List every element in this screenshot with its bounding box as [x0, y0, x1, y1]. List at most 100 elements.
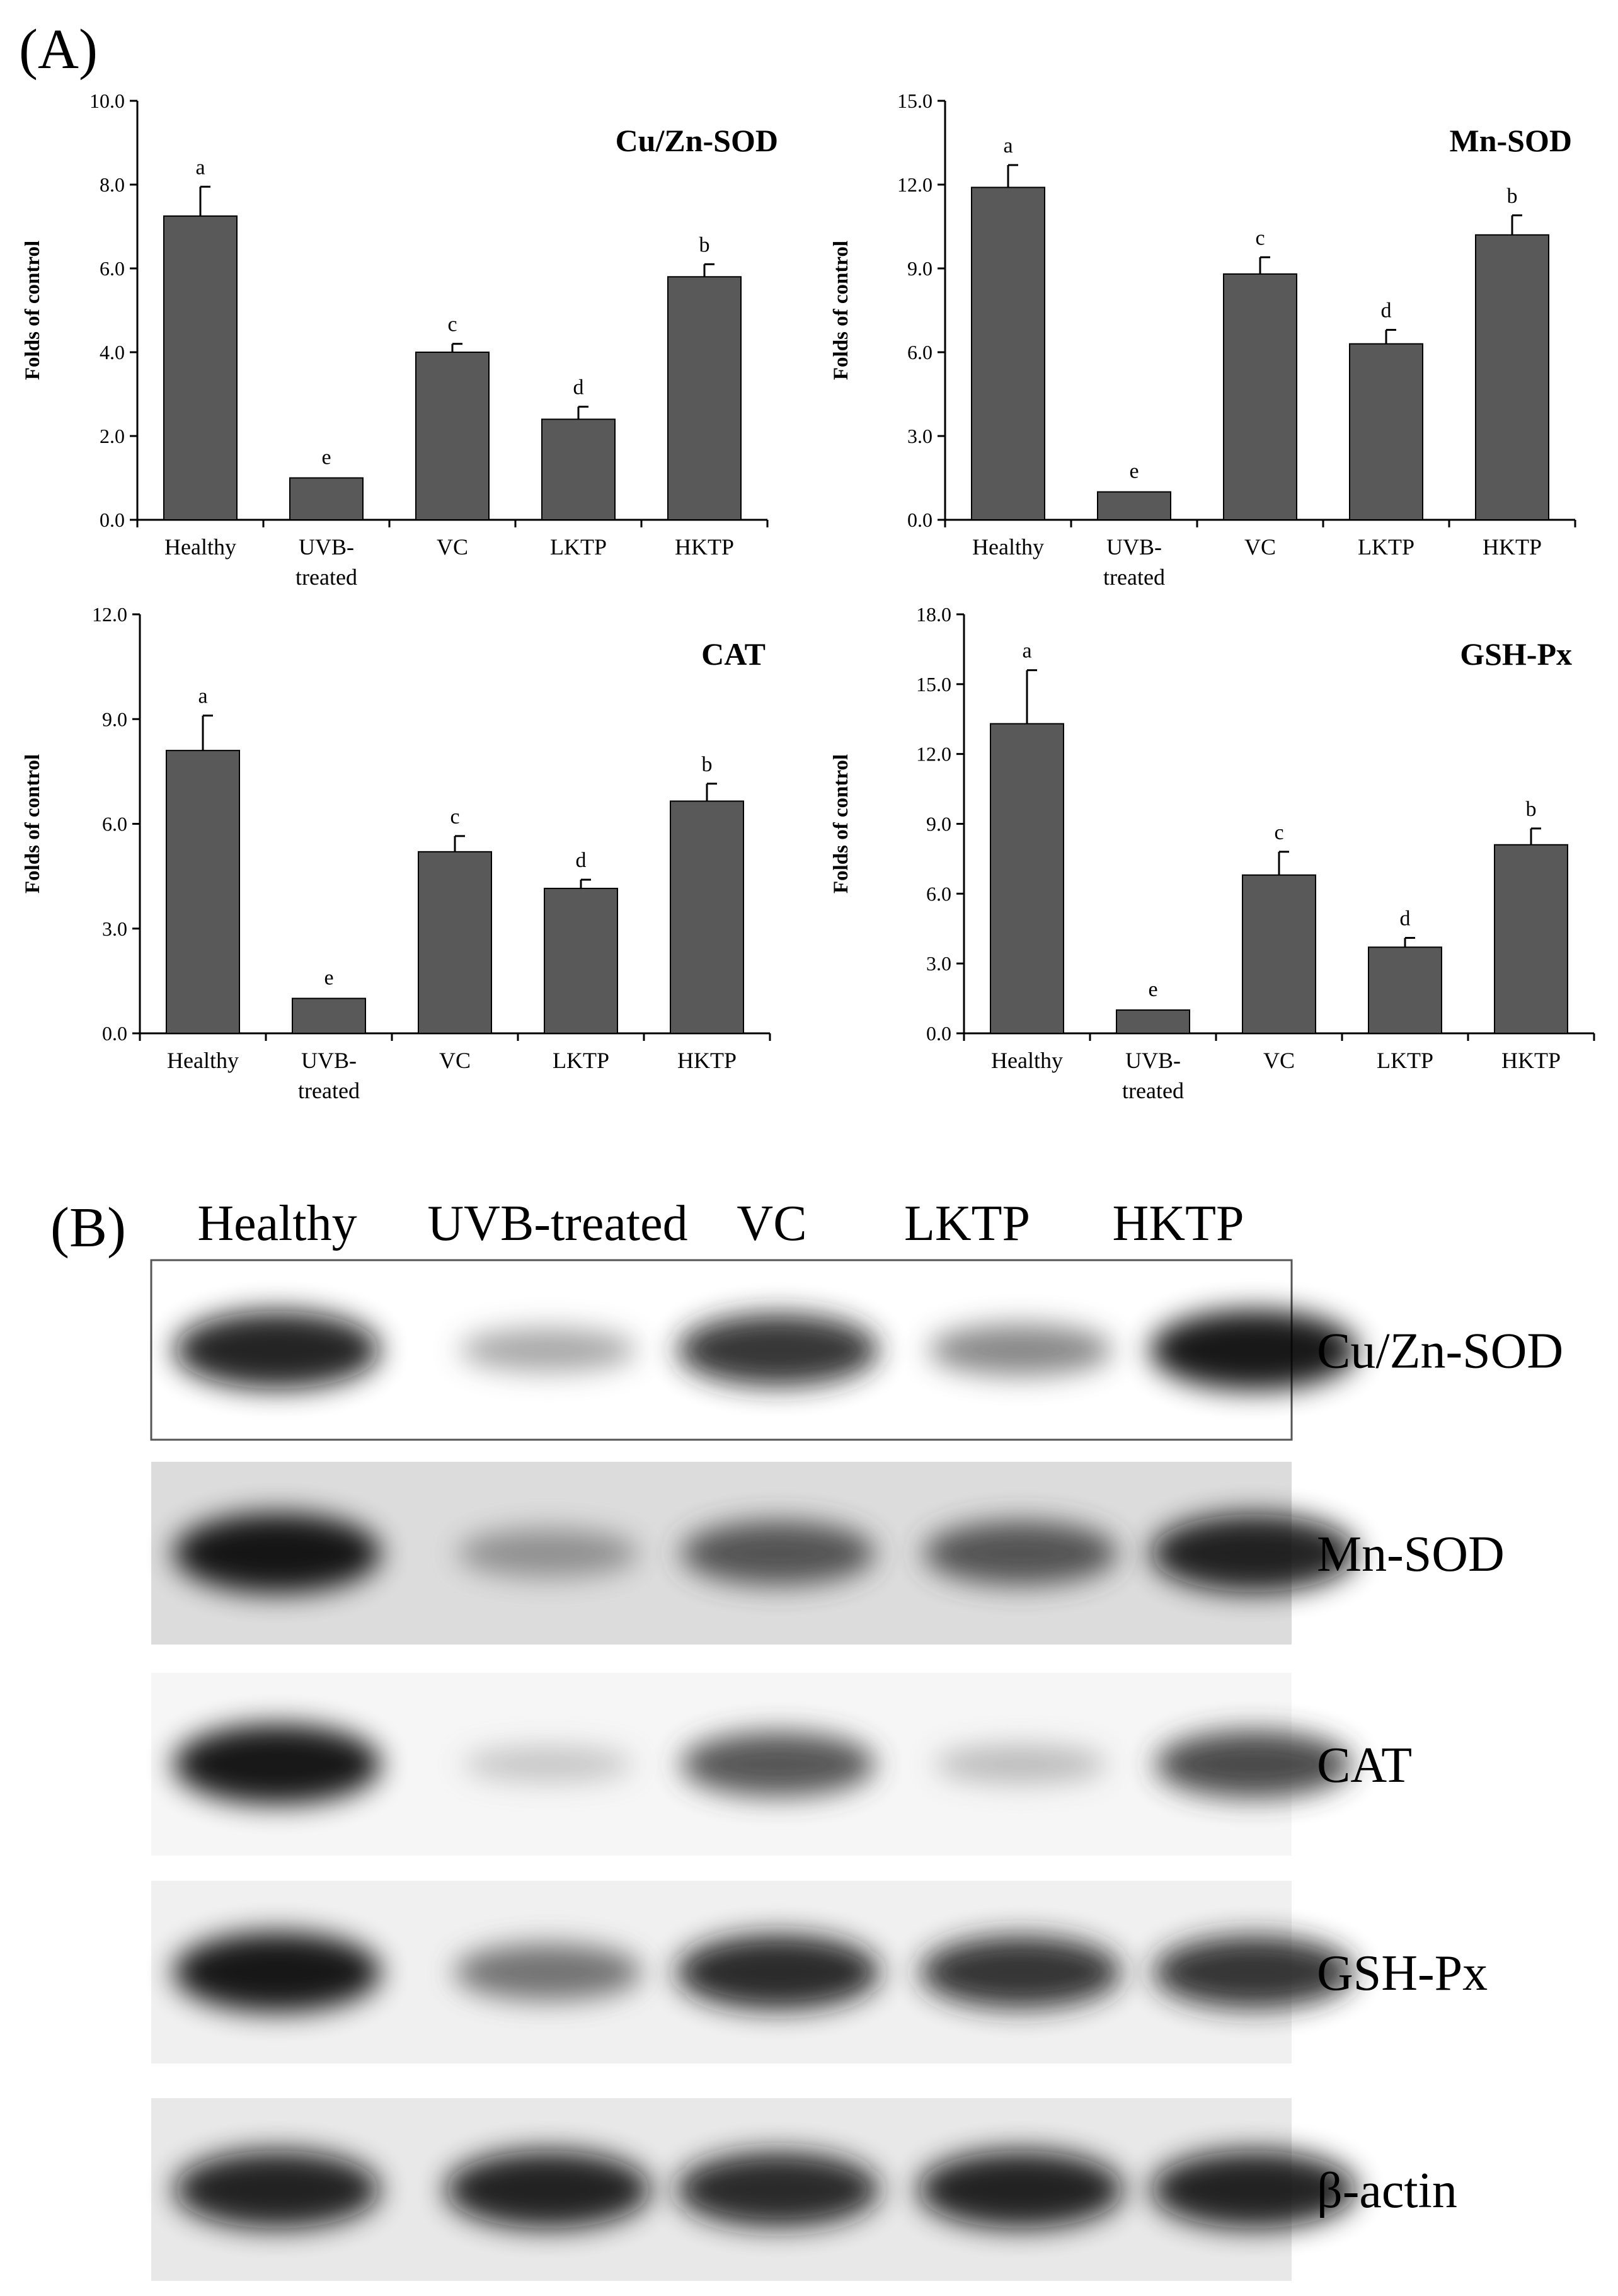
x-category-label: LKTP [1358, 534, 1414, 560]
lane-label-lktp: LKTP [904, 1196, 1030, 1251]
y-tick-label: 6.0 [100, 257, 125, 280]
significance-label: a [1022, 640, 1031, 663]
bar-healthy [163, 215, 238, 520]
band-uvb-treated [445, 2150, 651, 2229]
x-category-label: VC [1244, 534, 1276, 560]
band-uvb-treated [457, 1529, 639, 1578]
significance-label: e [321, 446, 331, 469]
chart-title: Cu/Zn-SOD [616, 123, 778, 158]
bar-healthy [990, 723, 1064, 1035]
lane-label-hktp: HKTP [1113, 1196, 1244, 1251]
significance-label: c [1255, 226, 1265, 250]
blot-row-mn-sod: Mn-SOD [151, 1462, 1505, 1645]
significance-label: b [702, 753, 713, 776]
bar-uvb-treated [1116, 1009, 1190, 1034]
bar-hktp [1475, 234, 1549, 520]
blot-row-cat: CAT [151, 1673, 1412, 1856]
significance-label: a [195, 156, 205, 179]
band-vc [680, 1520, 876, 1586]
significance-label: b [699, 233, 710, 256]
bar-vc [415, 352, 490, 520]
x-category-label: HKTP [677, 1048, 737, 1073]
lane-label-uvb-treated: UVB-treated [427, 1196, 687, 1251]
y-tick-label: 12.0 [92, 603, 127, 626]
x-category-label: HKTP [675, 534, 734, 560]
significance-label: d [1400, 907, 1411, 931]
western-blot: Healthy UVB-treated VC LKTP HKTP Cu/Zn-SOD Mn-… [150, 1196, 1563, 2281]
bar-vc [1242, 874, 1316, 1035]
lane-label-healthy: Healthy [197, 1196, 357, 1251]
y-axis-label: Folds of control [830, 754, 852, 893]
significance-label: b [1526, 798, 1537, 821]
band-hktp [1150, 1309, 1358, 1391]
band-vc [680, 1731, 876, 1797]
x-category-label: VC [1263, 1048, 1295, 1073]
y-tick-label: 9.0 [926, 813, 951, 835]
significance-label: e [1129, 460, 1139, 483]
band-healthy [174, 2150, 381, 2229]
bar-vc [1223, 273, 1297, 520]
chart-cat: 0.0 3.0 6.0 9.0 12.0 a Healthy e UVB-treated c VC d… [21, 603, 771, 1103]
band-lktp [934, 1745, 1107, 1784]
y-tick-label: 12.0 [897, 173, 932, 196]
y-axis-label: Folds of control [21, 241, 44, 380]
x-category-label: LKTP [553, 1048, 609, 1073]
y-tick-label: 15.0 [916, 673, 951, 696]
significance-label: d [576, 849, 587, 872]
band-vc [676, 2152, 880, 2227]
bar-lktp [1349, 343, 1423, 520]
band-lktp [917, 2150, 1124, 2229]
y-tick-label: 18.0 [916, 603, 951, 626]
chart-title: Mn-SOD [1450, 123, 1572, 158]
band-hktp [1153, 1936, 1355, 2009]
bar-lktp [544, 888, 618, 1035]
bar-healthy [971, 187, 1045, 520]
y-tick-label: 0.0 [100, 508, 125, 531]
y-tick-label: 10.0 [89, 89, 125, 112]
chart-cu-zn-sod: 0.0 2.0 4.0 6.0 8.0 10.0 a Healthy e UVB-treated c… [21, 89, 778, 590]
bar-hktp [667, 276, 742, 520]
y-tick-label: 4.0 [100, 341, 125, 364]
band-lktp [923, 1520, 1118, 1586]
bar-uvb-treated [1097, 491, 1171, 521]
band-vc [676, 1934, 880, 2010]
bar-lktp [1368, 946, 1442, 1034]
y-tick-label: 8.0 [100, 173, 125, 196]
y-axis-label: Folds of control [21, 754, 44, 893]
blot-row-gsh-px: GSH-Px [151, 1881, 1488, 2064]
chart-mn-sod: 0.0 3.0 6.0 9.0 12.0 15.0 a Healthy e UVB-treated… [830, 89, 1576, 590]
y-axis-label: Folds of control [830, 241, 852, 380]
y-tick-label: 6.0 [907, 341, 932, 364]
x-category-label: UVB-treated [295, 534, 357, 590]
lane-labels: Healthy UVB-treated VC LKTP HKTP [197, 1196, 1244, 1251]
significance-label: a [198, 685, 207, 708]
band-uvb-treated [459, 1328, 637, 1372]
y-tick-label: 6.0 [926, 882, 951, 905]
significance-label: c [1274, 821, 1283, 844]
significance-label: c [450, 805, 459, 829]
y-tick-label: 2.0 [100, 425, 125, 447]
bar-uvb-treated [292, 997, 366, 1035]
band-healthy [174, 1311, 381, 1389]
significance-label: b [1507, 185, 1518, 208]
y-tick-label: 9.0 [907, 257, 932, 280]
band-healthy [173, 1932, 381, 2012]
x-category-label: Healthy [972, 534, 1044, 560]
chart-title: GSH-Px [1460, 636, 1572, 672]
y-tick-label: 3.0 [907, 425, 932, 447]
band-uvb-treated [462, 1746, 634, 1782]
significance-label: a [1003, 134, 1013, 158]
band-lktp [929, 1324, 1113, 1376]
significance-label: e [324, 967, 333, 990]
chart-gsh-px: 0.0 3.0 6.0 9.0 12.0 15.0 18.0 a Healthy e UVB-tre… [830, 603, 1595, 1103]
chart-title: CAT [701, 636, 766, 672]
significance-label: d [1381, 299, 1392, 323]
band-label: β-actin [1317, 2163, 1457, 2219]
bar-vc [418, 851, 492, 1035]
band-hktp [1155, 1730, 1353, 1798]
band-healthy [173, 1724, 381, 1805]
y-tick-label: 0.0 [102, 1022, 127, 1045]
bar-healthy [166, 750, 240, 1034]
bar-lktp [541, 418, 616, 521]
bar-charts: 0.0 2.0 4.0 6.0 8.0 10.0 a Healthy e UVB-treated c… [21, 89, 1595, 1103]
